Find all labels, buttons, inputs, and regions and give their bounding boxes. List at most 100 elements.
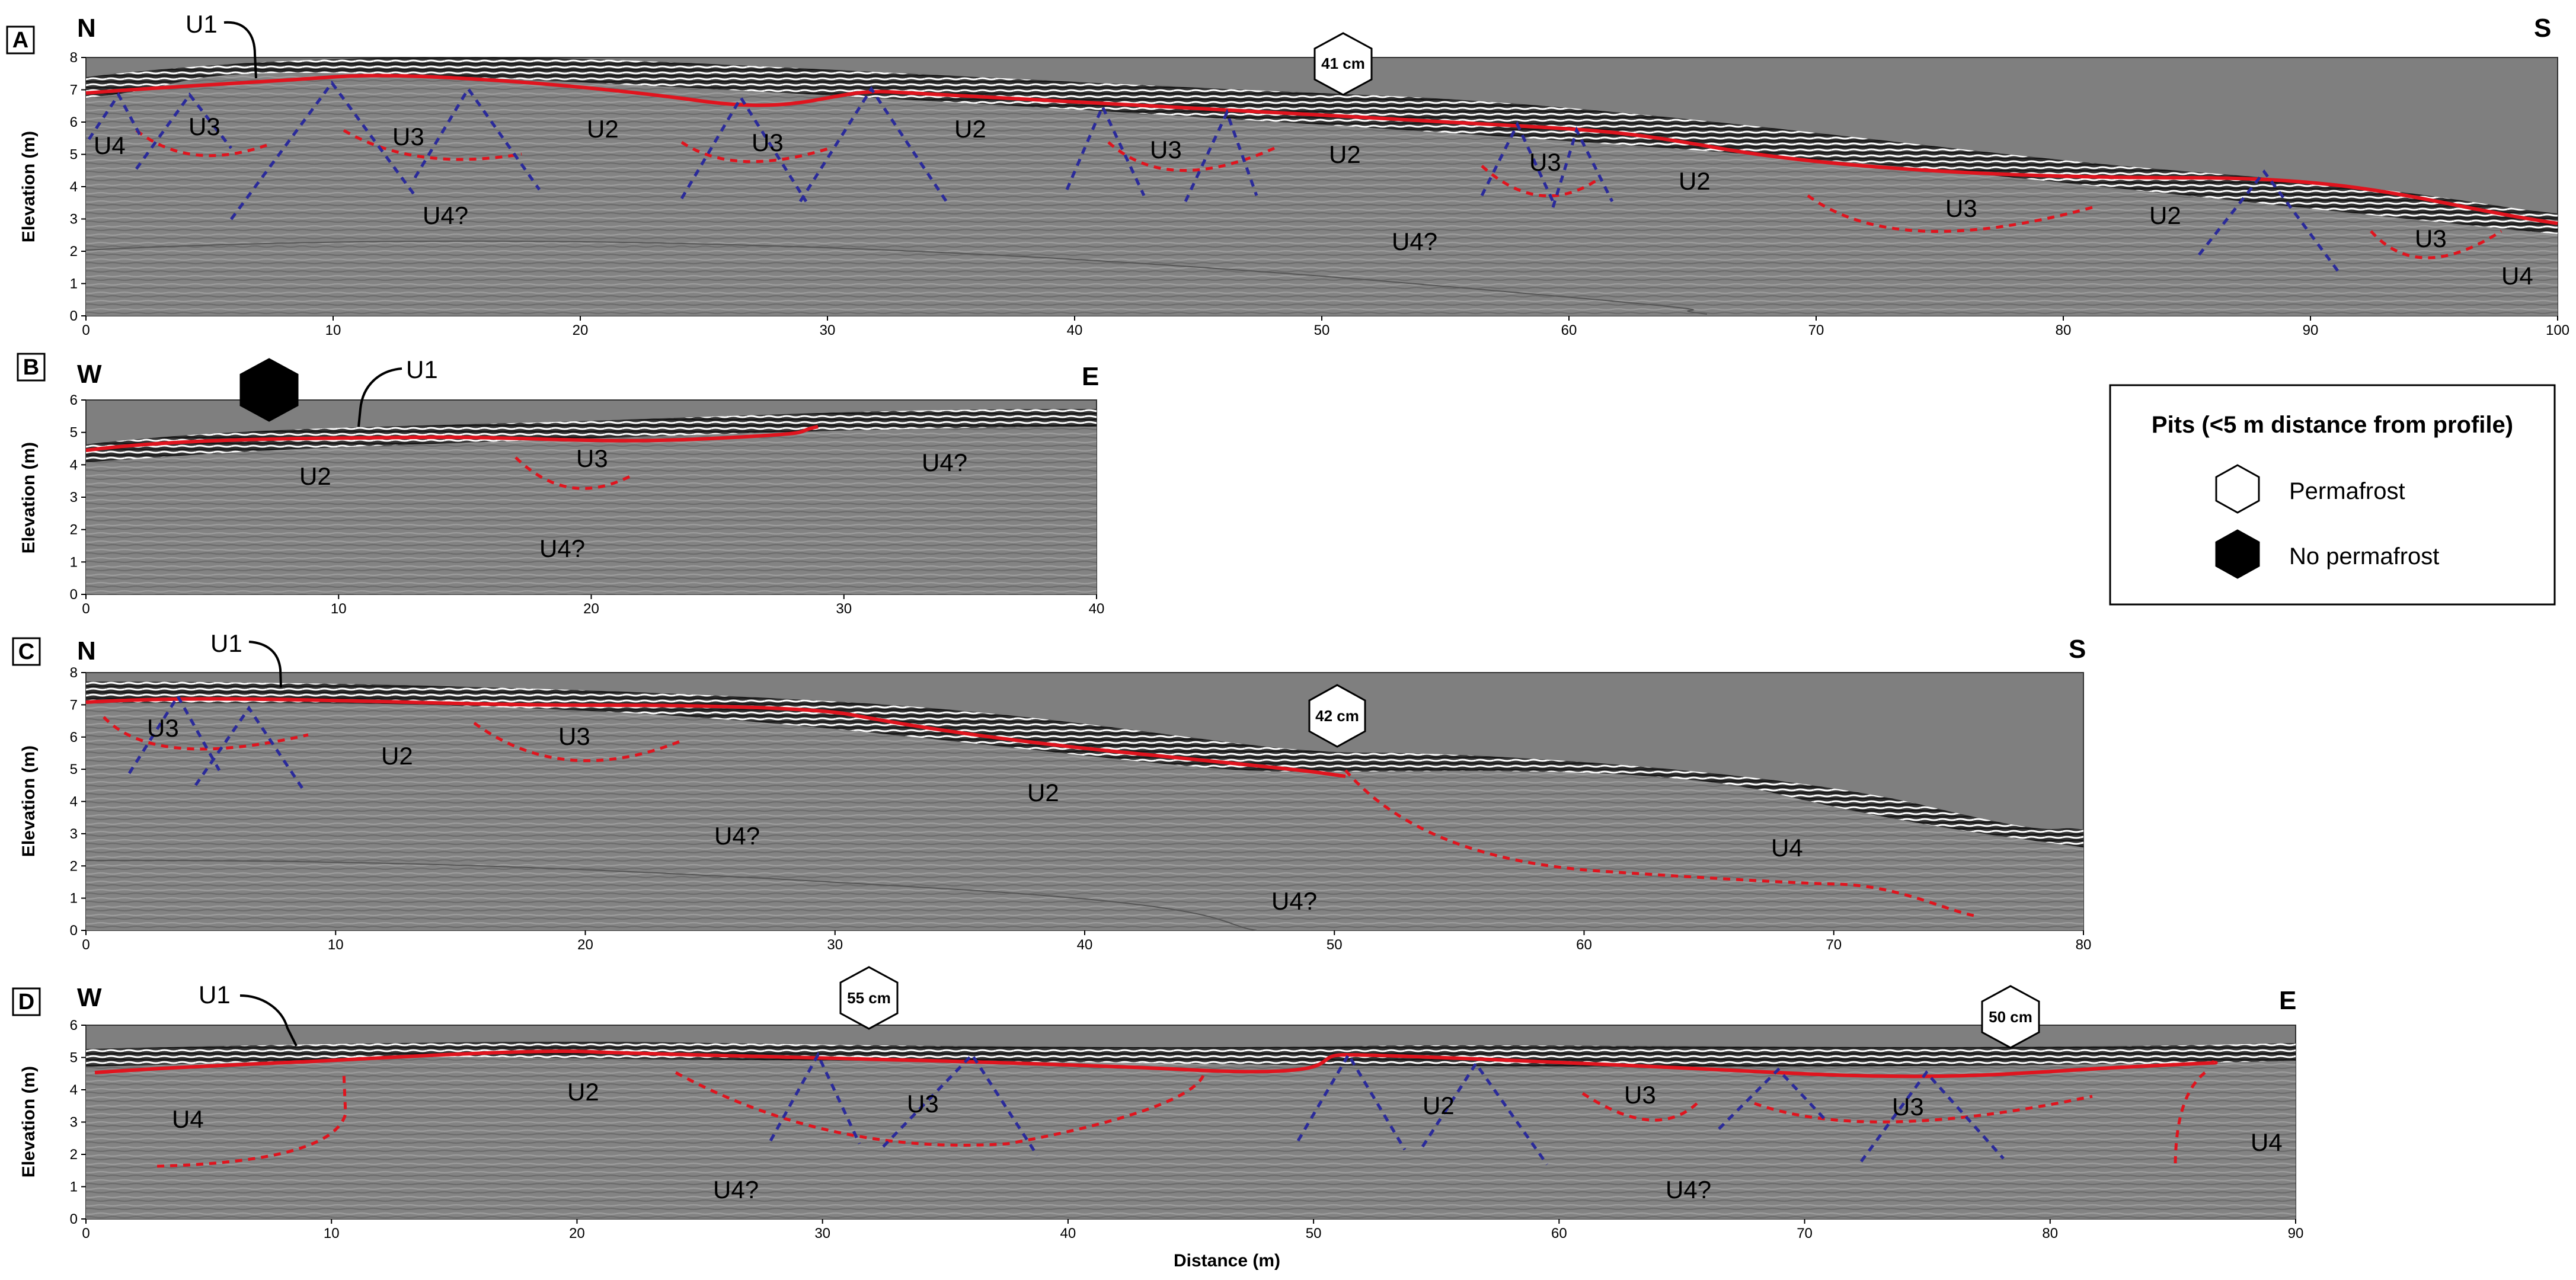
unit-label: U2: [1679, 167, 1711, 195]
panel-a-pit-label: 41 cm: [1321, 55, 1365, 72]
x-tick-label: 80: [2042, 1225, 2058, 1241]
panel-a-letter-box: [6, 25, 35, 55]
y-tick-label: 2: [70, 522, 78, 538]
unit-label: U3: [147, 714, 179, 742]
panel-d-unit-labels: U4 U2 U3 U2 U3 U3 U4 U4? U4?: [172, 1078, 2283, 1204]
panel-c-ice-wedges: [127, 693, 304, 789]
y-tick-label: 5: [70, 1050, 78, 1066]
unit-label: U4: [94, 132, 126, 159]
y-tick-label: 4: [70, 794, 78, 810]
panel-a-direction-left: N: [77, 14, 96, 43]
panel-d-pit-label-1: 55 cm: [847, 989, 891, 1007]
x-tick-label: 20: [583, 601, 599, 617]
x-tick-label: 90: [2288, 1225, 2304, 1241]
panel-c-gridline: [85, 859, 1257, 931]
unit-label: U3: [576, 444, 608, 472]
unit-label: U2: [381, 742, 413, 770]
panel-c-u3-boundaries: [103, 716, 1974, 917]
panel-d: D W E U4 U2 U3 U2 U3 U3 U4: [12, 966, 2304, 1271]
panel-b-direction-left: W: [77, 360, 102, 389]
panel-a-pit-permafrost: [1313, 32, 1373, 96]
panel-b-pit-no-permafrost: [239, 358, 299, 422]
panel-d-ice-wedges: [769, 1051, 2005, 1166]
panel-a-letter: A: [12, 28, 28, 53]
y-tick-label: 2: [70, 244, 78, 260]
unit-label: U4?: [539, 535, 585, 562]
legend-item-no-permafrost: No permafrost: [2289, 543, 2439, 569]
panel-c-radargram: [86, 681, 2083, 930]
x-tick-label: 50: [1327, 937, 1343, 953]
unit-label: U2: [299, 462, 331, 490]
panel-b-radargram: [86, 409, 1097, 594]
panel-d-radargram: [86, 1042, 2296, 1219]
panel-d-pit-permafrost-1: [839, 966, 899, 1030]
unit-label: U4: [2501, 262, 2533, 290]
panel-d-u1-interface: [94, 1049, 2218, 1079]
unit-label: U4?: [1271, 887, 1317, 915]
unit-label: U4?: [1666, 1176, 1711, 1204]
y-tick-label: 2: [70, 1147, 78, 1163]
x-tick-label: 10: [324, 1225, 340, 1241]
y-tick-label: 3: [70, 212, 78, 228]
y-tick-label: 0: [70, 923, 78, 939]
y-tick-label: 3: [70, 489, 78, 505]
permafrost-hexagon-icon: [2215, 464, 2260, 514]
panel-b-surface-reflections: [86, 409, 1097, 462]
legend-title: Pits (<5 m distance from profile): [2152, 412, 2513, 438]
panel-a-direction-right: S: [2534, 14, 2551, 43]
panel-c-pit-label: 42 cm: [1315, 707, 1359, 725]
panel-b: B W E U2 U3 U4? U4? U1 0 10 20 30 400123456 …: [17, 353, 1105, 617]
panel-a-gridline: [85, 240, 1708, 315]
y-tick-label: 8: [70, 665, 78, 681]
x-tick-label: 70: [1797, 1225, 1813, 1241]
unit-label: U2: [2149, 201, 2181, 229]
unit-label: U4?: [1392, 228, 1437, 255]
panel-a: A N S U4: [6, 10, 2569, 338]
panel-d-u1-leader: [239, 994, 298, 1047]
unit-label: U3: [188, 113, 220, 140]
x-tick-label: 40: [1077, 937, 1093, 953]
panel-c-direction-right: S: [2069, 635, 2086, 664]
unit-label: U3: [558, 722, 590, 750]
unit-label: U4: [1771, 834, 1803, 862]
panel-a-u1-leader: [223, 21, 257, 79]
panel-a-u1-interface: [85, 73, 2558, 225]
y-tick-label: 6: [70, 114, 78, 130]
panel-c-pit-permafrost: [1308, 684, 1366, 748]
x-tick-label: 30: [827, 937, 843, 953]
x-tick-label: 70: [1826, 937, 1842, 953]
x-tick-label: 60: [1561, 322, 1577, 338]
y-tick-label: 0: [70, 308, 78, 324]
x-tick-label: 40: [1089, 601, 1105, 617]
panel-d-pit-permafrost-2: [1981, 985, 2040, 1049]
x-tick-label: 20: [569, 1225, 585, 1241]
x-tick-label: 0: [82, 1225, 90, 1241]
panel-b-u1-leader: [357, 367, 402, 427]
panel-d-letter: D: [18, 990, 34, 1015]
panel-c-u1-label: U1: [210, 629, 242, 657]
y-tick-label: 1: [70, 554, 78, 570]
unit-label: U2: [1423, 1092, 1455, 1119]
x-tick-label: 90: [2303, 322, 2319, 338]
unit-label: U3: [2415, 225, 2447, 252]
x-tick-label: 50: [1306, 1225, 1322, 1241]
x-tick-label: 40: [1060, 1225, 1076, 1241]
panel-b-unit-labels: U2 U3 U4? U4?: [299, 444, 967, 562]
panel-b-axes: 0 10 20 30 40 0 1 2 3 4 5 6: [70, 392, 1105, 617]
legend: Pits (<5 m distance from profile) Permaf…: [2109, 384, 2556, 606]
unit-label: U3: [1892, 1093, 1924, 1121]
unit-label: U4: [2251, 1128, 2283, 1156]
panel-c-direction-left: N: [77, 636, 96, 665]
y-tick-label: 7: [70, 697, 78, 713]
x-tick-label: 30: [836, 601, 852, 617]
panel-d-y-axis-label: Elevation (m): [19, 1066, 39, 1177]
y-tick-label: 1: [70, 276, 78, 292]
y-tick-label: 2: [70, 858, 78, 874]
y-tick-label: 4: [70, 179, 78, 195]
y-tick-label: 5: [70, 425, 78, 441]
panel-a-axes: 0 10 20 30 40 50 60 70 80 90 100 0 1 2 3 4 5 6 7 8: [70, 50, 2569, 338]
x-tick-label: 20: [577, 937, 593, 953]
panel-b-u1-interface: [85, 425, 819, 452]
x-tick-label: 50: [1314, 322, 1330, 338]
panel-d-direction-right: E: [2279, 986, 2296, 1015]
